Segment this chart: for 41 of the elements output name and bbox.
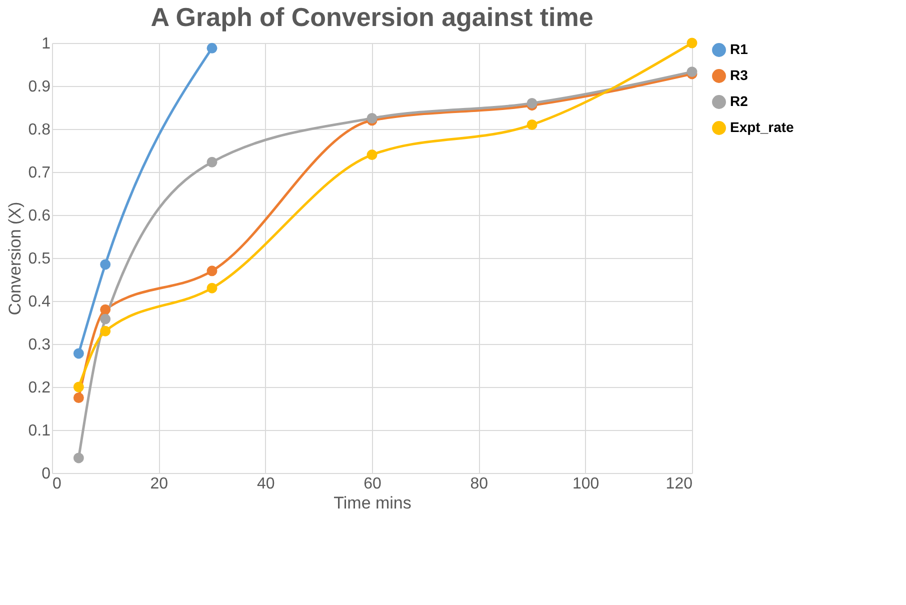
y-tick-label: 0.6	[28, 208, 51, 224]
y-tick-label: 0.2	[28, 380, 51, 396]
y-tick-label: 0.7	[28, 164, 51, 182]
legend-label: R2	[730, 93, 748, 109]
x-axis-title: Time mins	[334, 494, 412, 512]
point	[206, 266, 218, 276]
x-tick-label: 80	[470, 476, 488, 492]
y-tick-label: 0.8	[28, 122, 51, 138]
y-tick-label: 0.1	[28, 422, 51, 440]
y-axis-title: Conversion (X)	[5, 202, 24, 316]
x-tick-label: 120	[666, 476, 693, 492]
point	[686, 38, 698, 48]
point	[73, 382, 84, 392]
point	[100, 304, 111, 315]
point	[73, 452, 84, 464]
legend-label: Expt_rate	[730, 119, 794, 135]
legend-label: R1	[730, 41, 748, 57]
point	[526, 98, 538, 108]
point	[366, 113, 378, 124]
x-tick-label: 100	[572, 476, 600, 492]
point	[526, 119, 538, 130]
point	[100, 326, 111, 336]
y-tick-label: 1	[42, 36, 51, 52]
legend-label: R3	[730, 67, 748, 83]
y-tick-label: 0.5	[28, 250, 51, 268]
point	[73, 348, 84, 359]
x-tick-label: 0	[52, 476, 62, 492]
point	[100, 259, 111, 270]
y-tick-label: 0.4	[28, 294, 51, 310]
y-tick-label: 0.9	[28, 78, 51, 96]
chart-title: A Graph of Conversion against time	[150, 2, 594, 32]
y-tick-label: 0.3	[28, 336, 51, 354]
x-tick-label: 20	[150, 476, 168, 492]
point	[366, 150, 378, 160]
point	[206, 42, 218, 54]
point	[206, 282, 218, 294]
x-tick-label: 60	[364, 476, 382, 492]
point	[100, 314, 111, 324]
point	[73, 392, 84, 403]
x-tick-label: 40	[256, 476, 275, 492]
point	[206, 156, 218, 168]
